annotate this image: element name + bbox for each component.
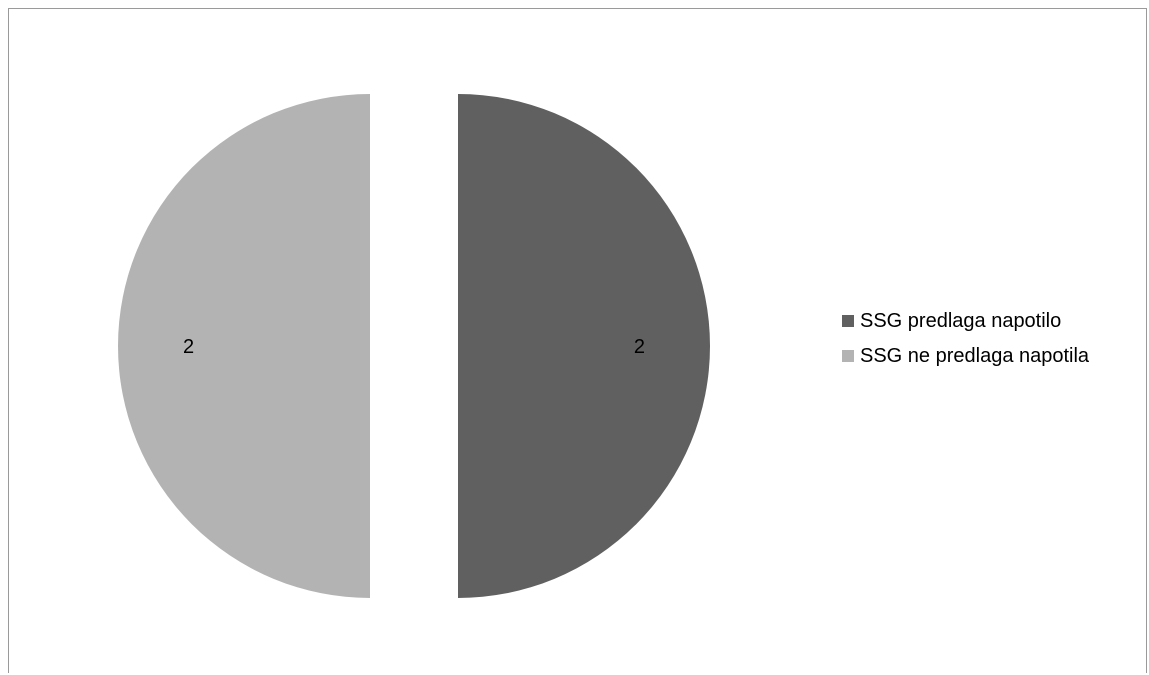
chart-legend: SSG predlaga napotilo SSG ne predlaga na… [842, 307, 1089, 377]
pie-data-label-1: 2 [183, 336, 194, 358]
legend-label: SSG ne predlaga napotila [860, 344, 1090, 367]
pie-data-label-0: 2 [634, 336, 645, 358]
chart-frame [8, 8, 1147, 673]
legend-item-ssg-predlaga-napotilo: SSG predlaga napotilo [842, 307, 1089, 335]
legend-swatch-light [842, 350, 854, 362]
pie-data-labels: 22 [183, 336, 645, 358]
pie-slice-0 [458, 94, 710, 598]
legend-item-ssg-ne-predlaga-napotila: SSG ne predlaga napotila [842, 342, 1089, 370]
legend-swatch-dark [842, 315, 854, 327]
pie-slices [118, 94, 710, 598]
pie-slice-1 [118, 94, 370, 598]
legend-label: SSG predlaga napotilo [860, 309, 1062, 332]
